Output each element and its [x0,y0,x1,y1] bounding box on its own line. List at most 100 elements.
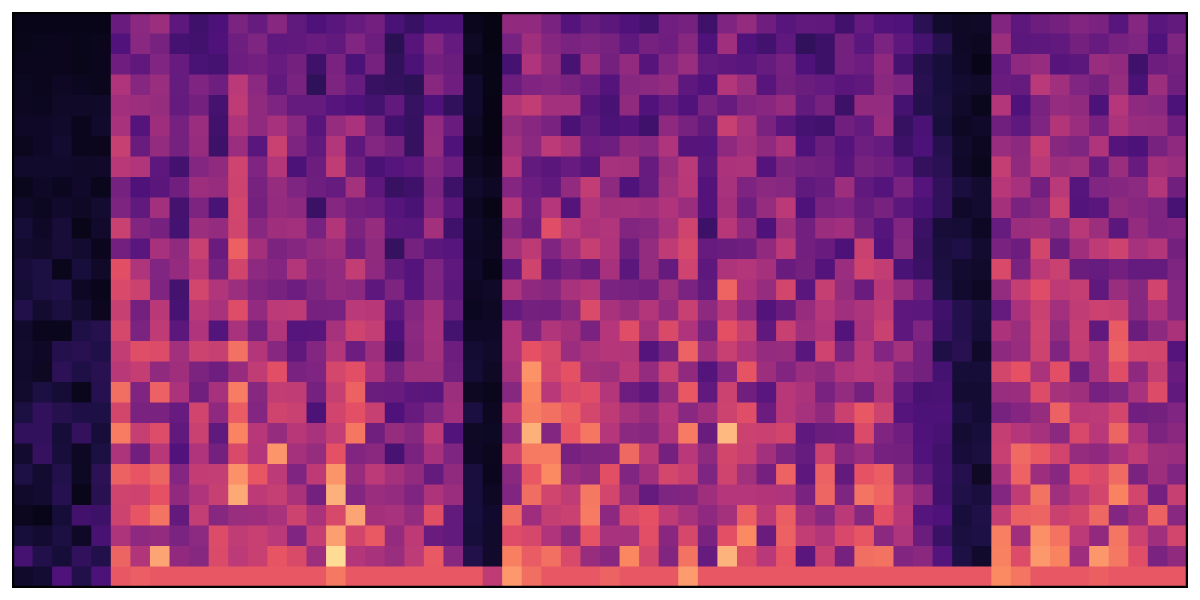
heatmap-cell [1128,54,1149,75]
heatmap-cell [71,525,92,547]
heatmap-cell [463,505,484,526]
heatmap-cell [228,13,249,34]
heatmap-cell [13,423,34,444]
heatmap-cell [1147,95,1168,116]
heatmap-cell [326,546,347,567]
heatmap-cell [149,218,171,239]
heatmap-cell [502,259,523,280]
heatmap-cell [306,95,327,116]
heatmap-cell [815,218,836,239]
heatmap-cell [658,279,679,301]
heatmap-cell [228,464,249,485]
heatmap-cell [776,566,797,588]
heatmap-cell [130,238,151,260]
heatmap-cell [189,279,210,301]
heatmap-cell [580,197,601,219]
heatmap-cell [345,382,366,403]
heatmap-cell [991,33,1012,55]
heatmap-cell [1030,54,1051,75]
heatmap-cell [326,54,347,75]
heatmap-cell [873,361,894,383]
heatmap-cell [52,505,73,526]
heatmap-cell [149,464,171,485]
heatmap-cell [130,484,151,506]
heatmap-cell [1069,279,1090,301]
heatmap-cell [815,33,836,55]
heatmap-cell [208,382,229,403]
heatmap-cell [247,238,268,260]
heatmap-cell [991,382,1012,403]
heatmap-cell [560,382,581,403]
heatmap-cell [678,341,699,362]
heatmap-cell [384,300,405,321]
heatmap-cell [854,300,875,321]
heatmap-cell [619,341,640,362]
heatmap-cell [854,566,875,588]
heatmap-cell [971,341,992,362]
heatmap-cell [834,382,855,403]
heatmap-cell [736,74,758,96]
heatmap-cell [717,361,738,383]
heatmap-cell [71,300,92,321]
heatmap-cell [384,54,405,75]
heatmap-cell [1089,33,1110,55]
heatmap-cell [1147,402,1168,424]
heatmap-cell [13,13,34,34]
heatmap-cell [404,115,425,137]
heatmap-cell [971,136,992,157]
heatmap-cell [443,156,464,178]
heatmap-cell [189,238,210,260]
heatmap-cell [580,361,601,383]
heatmap-cell [580,320,601,342]
heatmap-cell [91,566,112,588]
heatmap-cell [873,505,894,526]
heatmap-cell [267,361,288,383]
heatmap-cell [52,464,73,485]
heatmap-cell [384,13,405,34]
heatmap-cell [1010,95,1031,116]
heatmap-cell [443,546,464,567]
heatmap-cell [736,402,758,424]
heatmap-cell [521,54,542,75]
heatmap-cell [502,33,523,55]
heatmap-cell [1128,443,1149,465]
heatmap-cell [345,54,366,75]
heatmap-cell [834,484,855,506]
heatmap-cell [169,546,190,567]
heatmap-cell [795,218,816,239]
heatmap-cell [600,218,621,239]
heatmap-cell [267,402,288,424]
heatmap-cell [932,279,953,301]
heatmap-cell [600,320,621,342]
heatmap-cell [71,566,92,588]
heatmap-cell [697,361,718,383]
heatmap-cell [795,382,816,403]
heatmap-cell [678,54,699,75]
heatmap-cell [952,341,973,362]
heatmap-cell [991,443,1012,465]
heatmap-cell [815,464,836,485]
heatmap-cell [600,74,621,96]
heatmap-cell [423,443,444,465]
heatmap-cell [423,505,444,526]
heatmap-cell [776,423,797,444]
heatmap-cell [776,115,797,137]
heatmap-cell [286,115,307,137]
heatmap-cell [736,464,758,485]
heatmap-cell [834,464,855,485]
heatmap-cell [873,566,894,588]
heatmap-cell [423,33,444,55]
heatmap-cell [463,218,484,239]
heatmap-cell [1128,13,1149,34]
heatmap-cell [600,525,621,547]
heatmap-cell [247,197,268,219]
heatmap-cell [169,341,190,362]
heatmap-cell [560,115,581,137]
heatmap-cell [1069,443,1090,465]
heatmap-cell [619,218,640,239]
heatmap-cell [815,177,836,198]
heatmap-cell [776,13,797,34]
heatmap-cell [678,361,699,383]
heatmap-cell [502,505,523,526]
heatmap-cell [443,218,464,239]
